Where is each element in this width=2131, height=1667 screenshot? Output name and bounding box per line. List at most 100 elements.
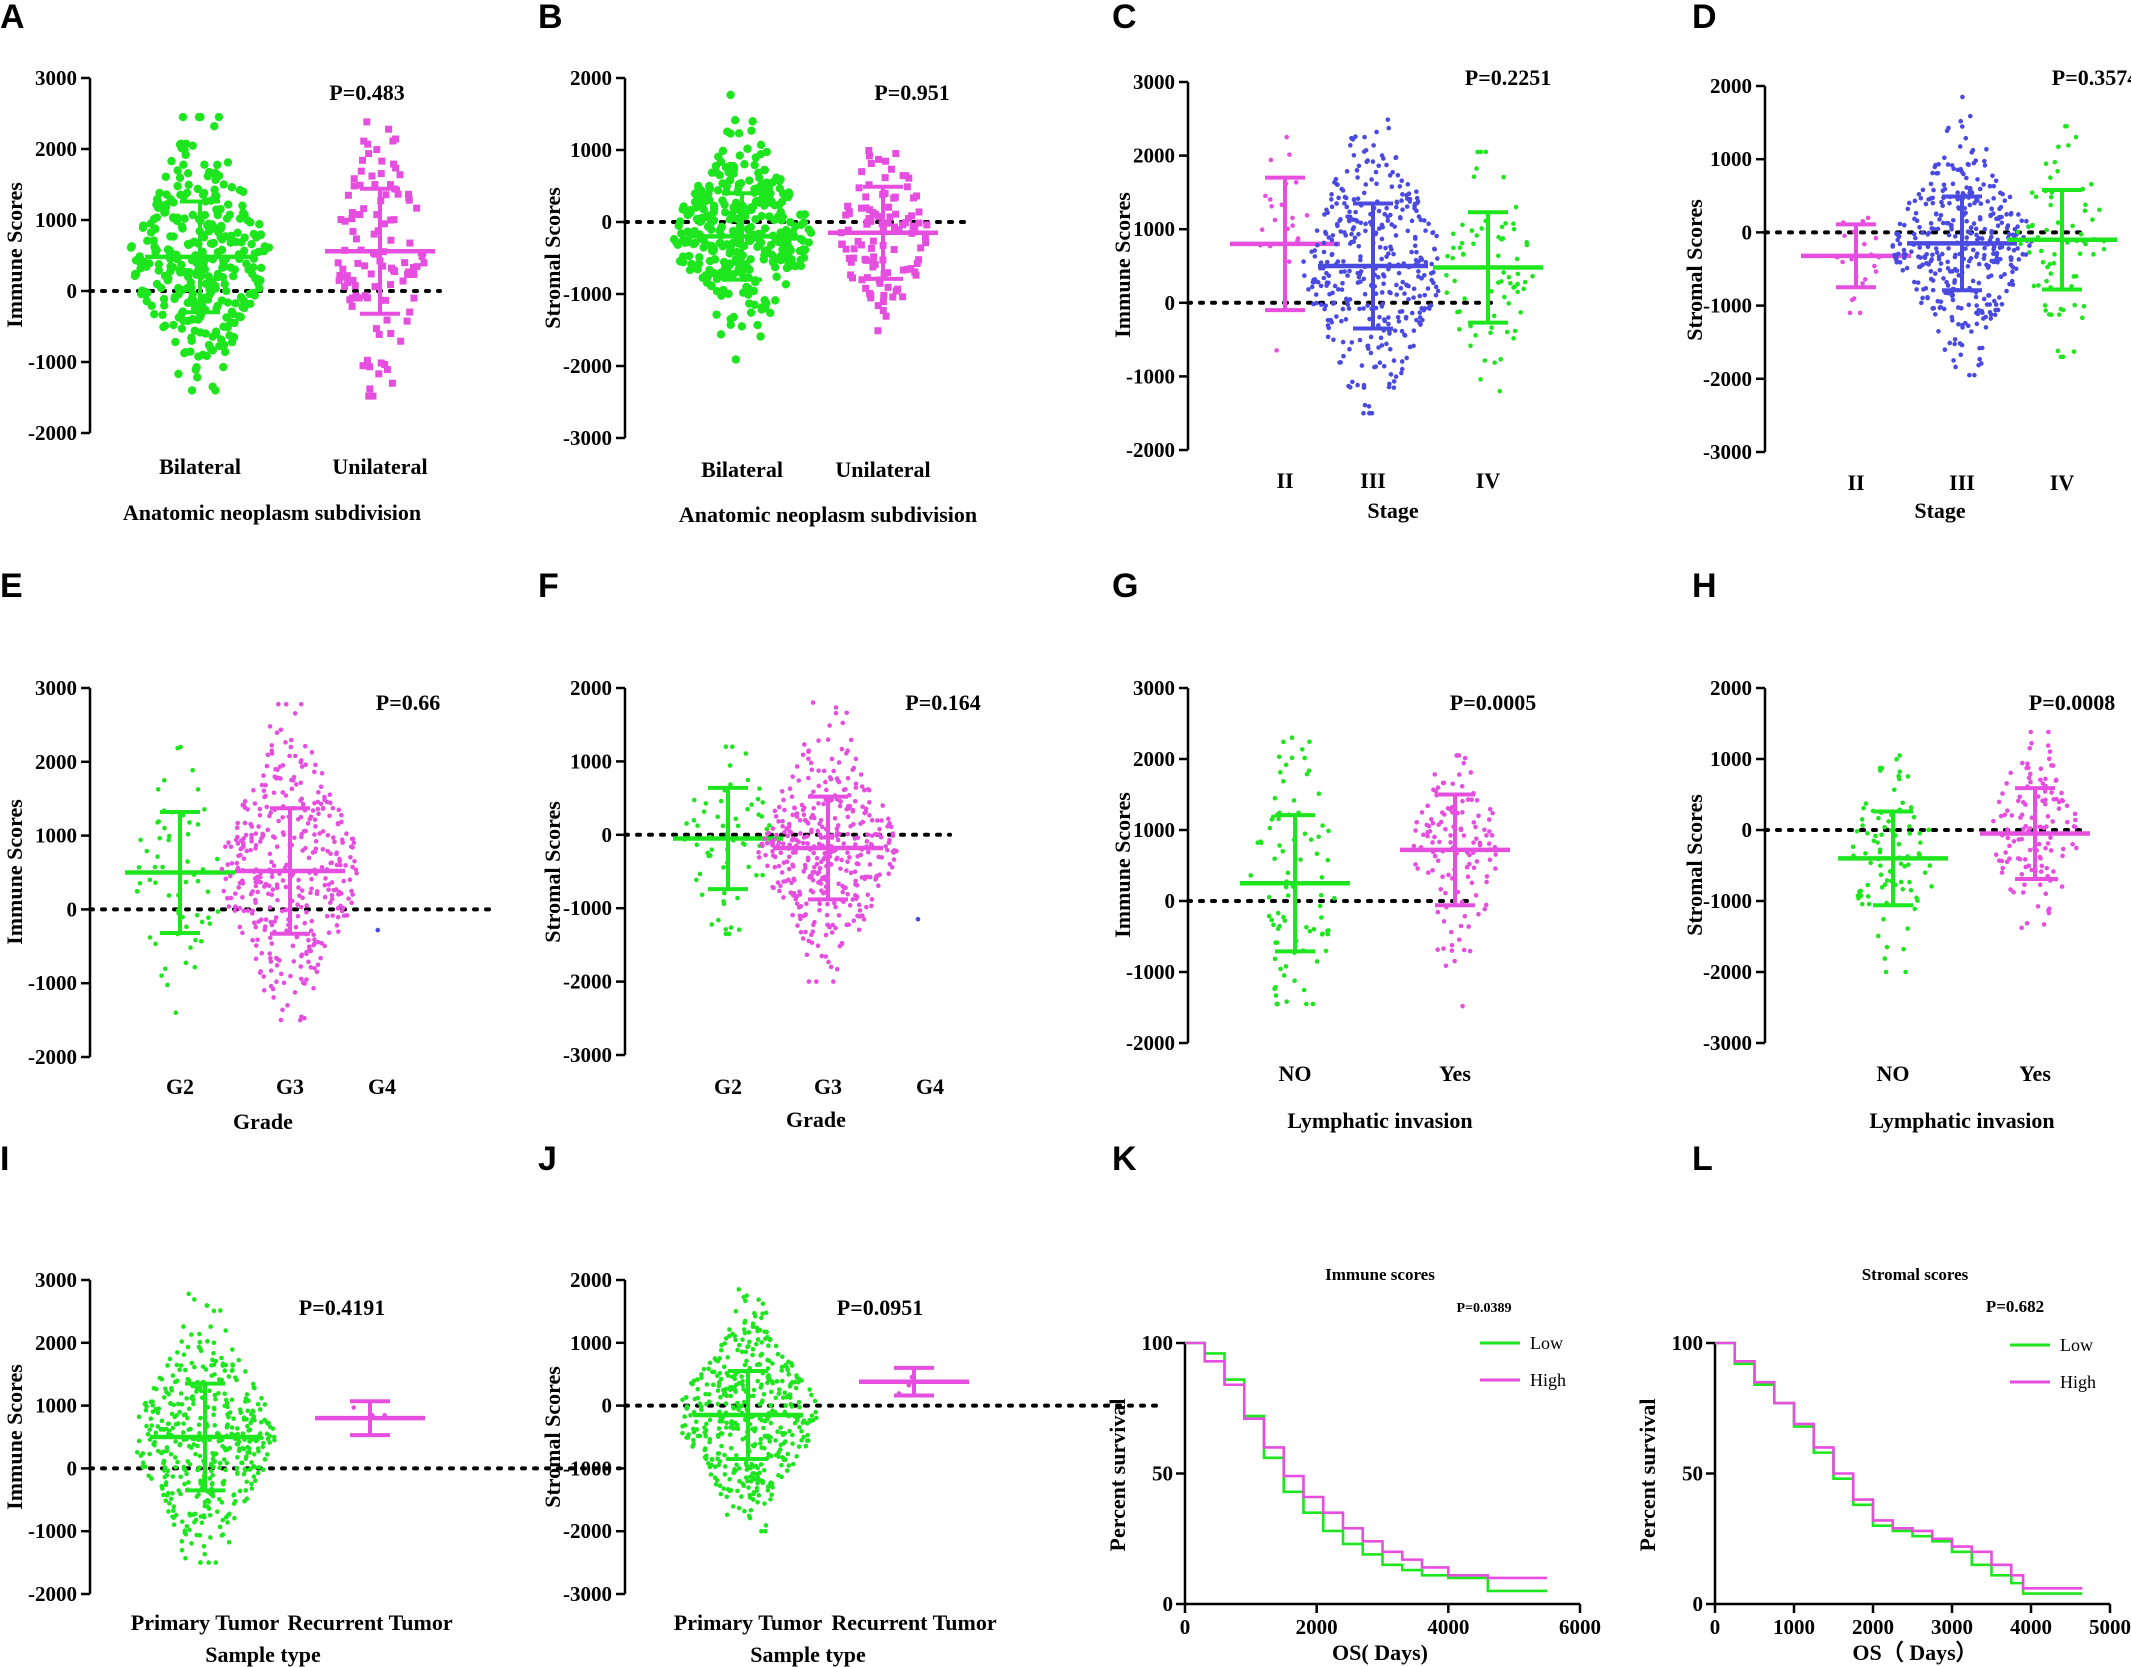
data-point [2005,827,2010,832]
data-point [731,254,741,264]
data-point [1478,149,1484,155]
data-point [1968,256,1974,261]
data-point [410,294,418,302]
data-point [2004,212,2009,217]
data-point [315,806,321,812]
data-point [2055,168,2060,174]
data-point [1348,143,1353,148]
data-point [270,887,276,892]
data-point [170,1514,175,1519]
data-point [1370,159,1376,164]
data-point [165,1490,171,1496]
data-point [1931,187,1936,193]
data-point [863,806,869,812]
data-point [1978,201,1984,207]
data-point [1416,269,1421,274]
data-point [1431,280,1436,286]
data-point [1460,222,1465,228]
data-point [1955,190,1960,195]
data-point [180,812,186,818]
y-tick-label: -2000 [28,421,77,445]
data-point [256,230,265,240]
data-point [1432,246,1438,252]
data-point [2078,231,2084,237]
data-point [244,848,250,854]
data-point [1950,217,1956,223]
data-point [2046,729,2051,735]
data-point [1462,296,1467,301]
data-point [1304,771,1310,777]
data-point [1299,747,1305,752]
data-point [293,753,298,759]
data-point [712,310,721,319]
error-bar [1838,809,1948,908]
data-point [807,1387,812,1392]
data-point [2060,354,2066,360]
data-point [241,1471,247,1477]
data-point [267,905,273,910]
data-point [716,268,725,277]
data-point [766,1343,771,1349]
data-point [1871,838,1877,844]
data-point [2042,303,2048,308]
data-point [166,837,171,843]
data-point [349,227,357,235]
data-point [728,1393,733,1399]
data-point [1929,226,1935,231]
data-point [770,262,780,272]
data-point [842,245,850,253]
data-point [236,1448,242,1454]
data-point [173,1421,179,1427]
data-point [1861,805,1866,811]
data-point [1339,318,1344,324]
data-point [368,172,376,180]
y-tick-label: 1000 [1133,217,1175,241]
data-point [794,764,800,769]
data-point [727,1476,733,1482]
data-point [915,208,923,216]
data-point [1499,279,1504,284]
data-point [202,351,211,361]
category-label: G3 [814,1074,842,1099]
data-point [767,1439,772,1444]
data-point [825,737,831,742]
data-point [1355,175,1360,180]
y-tick-label: -1000 [1703,889,1752,913]
data-point [2035,904,2041,909]
data-point [1319,875,1325,880]
data-point [875,818,880,823]
data-point [326,882,331,887]
y-tick-label: 50 [1682,1462,1703,1486]
data-point [703,272,712,282]
data-point [171,1508,176,1514]
data-point [211,1308,217,1314]
data-point [1990,173,1995,179]
data-point [783,192,793,202]
data-point [161,1427,167,1432]
data-point [770,1361,775,1366]
data-point [923,221,931,229]
data-point [195,328,205,337]
data-point [733,1372,738,1377]
data-point [1342,194,1348,200]
data-point [854,237,862,245]
data-point [299,764,305,769]
data-point [1389,184,1395,190]
data-point [303,762,308,767]
data-point [1941,182,1947,188]
data-point [885,203,893,211]
data-point [198,938,204,944]
data-point [804,834,810,839]
data-point [330,835,336,840]
data-point [1266,913,1272,919]
data-point [835,855,840,861]
data-point [240,233,249,242]
points-yes [1991,729,2079,931]
data-point [2056,806,2062,811]
data-point [1501,174,1506,180]
data-point [1435,947,1440,952]
data-point [1469,880,1475,886]
data-point [2045,841,2051,846]
data-point [309,876,314,882]
